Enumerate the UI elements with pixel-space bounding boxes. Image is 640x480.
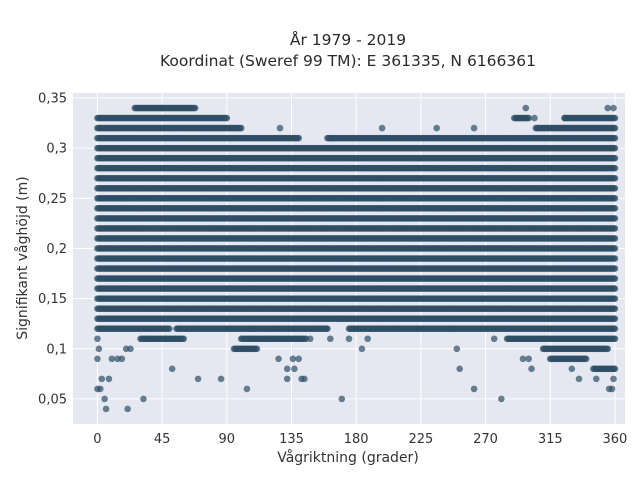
data-points [94, 104, 619, 413]
data-point [611, 225, 619, 232]
data-point [191, 104, 199, 112]
data-point [237, 124, 245, 132]
data-point [611, 245, 619, 252]
data-point [611, 124, 619, 132]
data-point [611, 154, 619, 162]
data-point [611, 205, 619, 212]
chart-title-line1: År 1979 - 2019 [290, 30, 406, 49]
data-point [611, 195, 619, 202]
data-point [611, 144, 619, 152]
data-point [611, 215, 619, 222]
data-point [611, 235, 619, 242]
data-point [295, 134, 302, 142]
data-point [611, 164, 619, 172]
data-point [611, 114, 619, 122]
data-point [611, 184, 619, 192]
data-point [525, 114, 532, 122]
data-point [611, 174, 619, 182]
data-point [223, 114, 231, 122]
data-point [611, 134, 619, 142]
chart-title-line2: Koordinat (Sweref 99 TM): E 361335, N 61… [160, 52, 536, 70]
